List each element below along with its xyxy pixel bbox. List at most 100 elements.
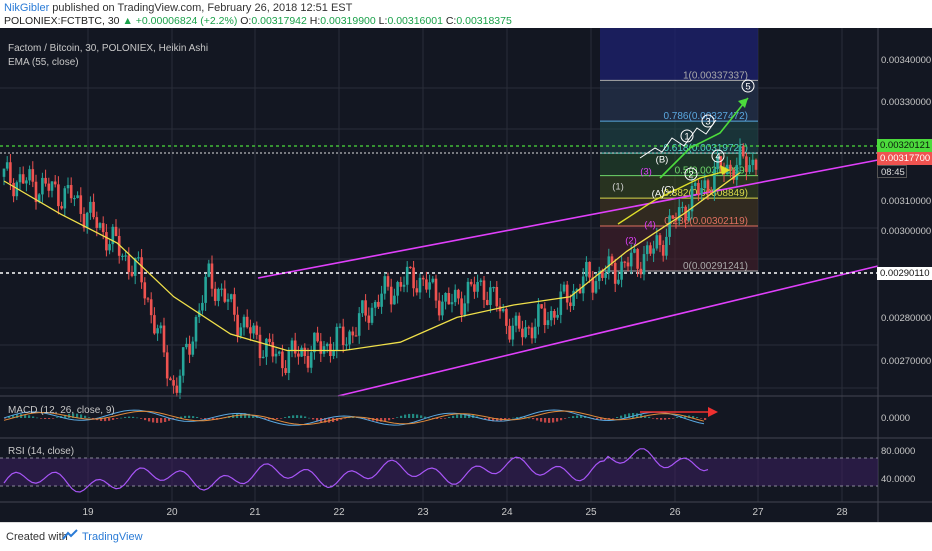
macd-histogram-bar bbox=[352, 416, 355, 418]
candle-body bbox=[380, 293, 383, 307]
candle-body bbox=[447, 293, 451, 305]
candle-body bbox=[357, 313, 361, 336]
macd-histogram-bar bbox=[152, 418, 155, 423]
macd-histogram-bar bbox=[640, 414, 643, 418]
price-tick: 0.00330000 bbox=[881, 97, 932, 108]
candle-body bbox=[629, 252, 633, 267]
time-tick: 28 bbox=[836, 507, 848, 518]
wave-label: (1) bbox=[612, 182, 624, 193]
fib-zone bbox=[600, 175, 758, 199]
candle-body bbox=[649, 245, 652, 254]
candle-body bbox=[492, 286, 495, 289]
candle-body bbox=[377, 301, 380, 307]
fib-zone bbox=[600, 80, 758, 122]
candle-body bbox=[82, 213, 86, 228]
macd-histogram-bar bbox=[312, 418, 315, 420]
macd-pane bbox=[3, 407, 718, 426]
macd-histogram-bar bbox=[28, 415, 31, 418]
author-link[interactable]: NikGibler bbox=[4, 2, 50, 14]
wave-label: (C) bbox=[661, 185, 674, 196]
candle-body bbox=[597, 271, 601, 282]
candle-body bbox=[700, 188, 703, 195]
candle-body bbox=[626, 262, 630, 267]
macd-histogram-bar bbox=[268, 418, 271, 420]
candle-body bbox=[31, 169, 35, 182]
macd-histogram-bar bbox=[656, 418, 659, 420]
candle-body bbox=[121, 255, 124, 257]
chart-svg[interactable]: 1(0.00337337) 0.786(0.00327472) 0.618(0.00… bbox=[0, 28, 932, 522]
candle-body bbox=[297, 353, 300, 357]
macd-histogram-bar bbox=[692, 415, 695, 418]
candle-body bbox=[585, 261, 588, 277]
candle-body bbox=[738, 146, 742, 165]
candle-body bbox=[146, 298, 150, 300]
candle-body bbox=[415, 288, 419, 293]
candle-body bbox=[284, 368, 287, 373]
candle-body bbox=[306, 356, 310, 368]
candle-body bbox=[15, 182, 19, 197]
candle-body bbox=[655, 235, 659, 249]
resistance-price-tag: 0.00320121 bbox=[877, 139, 932, 152]
chart-area[interactable]: 1(0.00337337) 0.786(0.00327472) 0.618(0.00… bbox=[0, 28, 932, 522]
macd-histogram-bar bbox=[244, 413, 247, 418]
candle-body bbox=[639, 268, 643, 275]
candle-body bbox=[226, 299, 230, 302]
candle-body bbox=[351, 331, 355, 336]
macd-histogram-bar bbox=[452, 415, 455, 418]
macd-histogram-bar bbox=[140, 418, 143, 419]
macd-histogram-bar bbox=[324, 418, 327, 423]
candle-body bbox=[697, 182, 700, 195]
macd-histogram-bar bbox=[504, 418, 507, 420]
candle-body bbox=[239, 327, 243, 336]
candle-body bbox=[703, 180, 707, 189]
candle-body bbox=[137, 257, 140, 259]
wave-marker-circle bbox=[741, 79, 755, 93]
macd-histogram-bar bbox=[80, 414, 83, 418]
macd-arrow-head bbox=[708, 407, 718, 417]
candle-body bbox=[44, 177, 47, 184]
candle-body bbox=[18, 174, 22, 183]
candle-body bbox=[412, 267, 415, 289]
macd-histogram-bar bbox=[120, 417, 123, 419]
macd-histogram-bar bbox=[632, 413, 635, 418]
candle-body bbox=[114, 226, 118, 236]
candle-body bbox=[508, 325, 511, 340]
ema-legend[interactable]: EMA (55, close) bbox=[8, 57, 79, 68]
macd-histogram-bar bbox=[492, 418, 495, 422]
macd-histogram-bar bbox=[336, 418, 339, 421]
macd-histogram-bar bbox=[300, 415, 303, 418]
fib-top-zone bbox=[600, 28, 758, 81]
macd-histogram-bar bbox=[176, 417, 179, 419]
macd-histogram-bar bbox=[32, 416, 35, 418]
candle-body bbox=[425, 279, 428, 290]
candle-body bbox=[428, 282, 431, 290]
rsi-legend[interactable]: RSI (14, close) bbox=[8, 446, 75, 457]
candle-body bbox=[367, 315, 371, 323]
fib-level-label: 0.236(0.00302119) bbox=[664, 216, 748, 227]
wave-label: 3 bbox=[705, 117, 710, 128]
macd-legend[interactable]: MACD (12, 26, close, 9) bbox=[8, 405, 115, 416]
candle-body bbox=[453, 289, 457, 303]
wave-label: 5 bbox=[745, 82, 750, 93]
publish-text: published on TradingView.com, February 2… bbox=[49, 2, 353, 14]
macd-histogram-bar bbox=[544, 418, 547, 423]
candle-body bbox=[229, 294, 233, 300]
candle-body bbox=[546, 320, 550, 326]
candle-body bbox=[581, 276, 585, 294]
candle-body bbox=[223, 288, 227, 302]
candle-body bbox=[565, 284, 569, 303]
candle-body bbox=[578, 289, 582, 294]
tradingview-link[interactable]: TradingView bbox=[82, 531, 143, 543]
macd-histogram-bar bbox=[676, 417, 679, 418]
macd-histogram-bar bbox=[156, 418, 159, 423]
macd-histogram-bar bbox=[420, 415, 423, 418]
high-value: 0.00319900 bbox=[320, 15, 376, 27]
candle-body bbox=[613, 262, 617, 284]
macd-histogram-bar bbox=[540, 418, 543, 422]
time-tick: 23 bbox=[417, 507, 429, 518]
candle-body bbox=[588, 261, 591, 278]
macd-histogram-bar bbox=[616, 417, 619, 418]
macd-histogram-bar bbox=[108, 418, 111, 421]
candle-body bbox=[217, 288, 220, 301]
rsi-line bbox=[3, 448, 709, 493]
